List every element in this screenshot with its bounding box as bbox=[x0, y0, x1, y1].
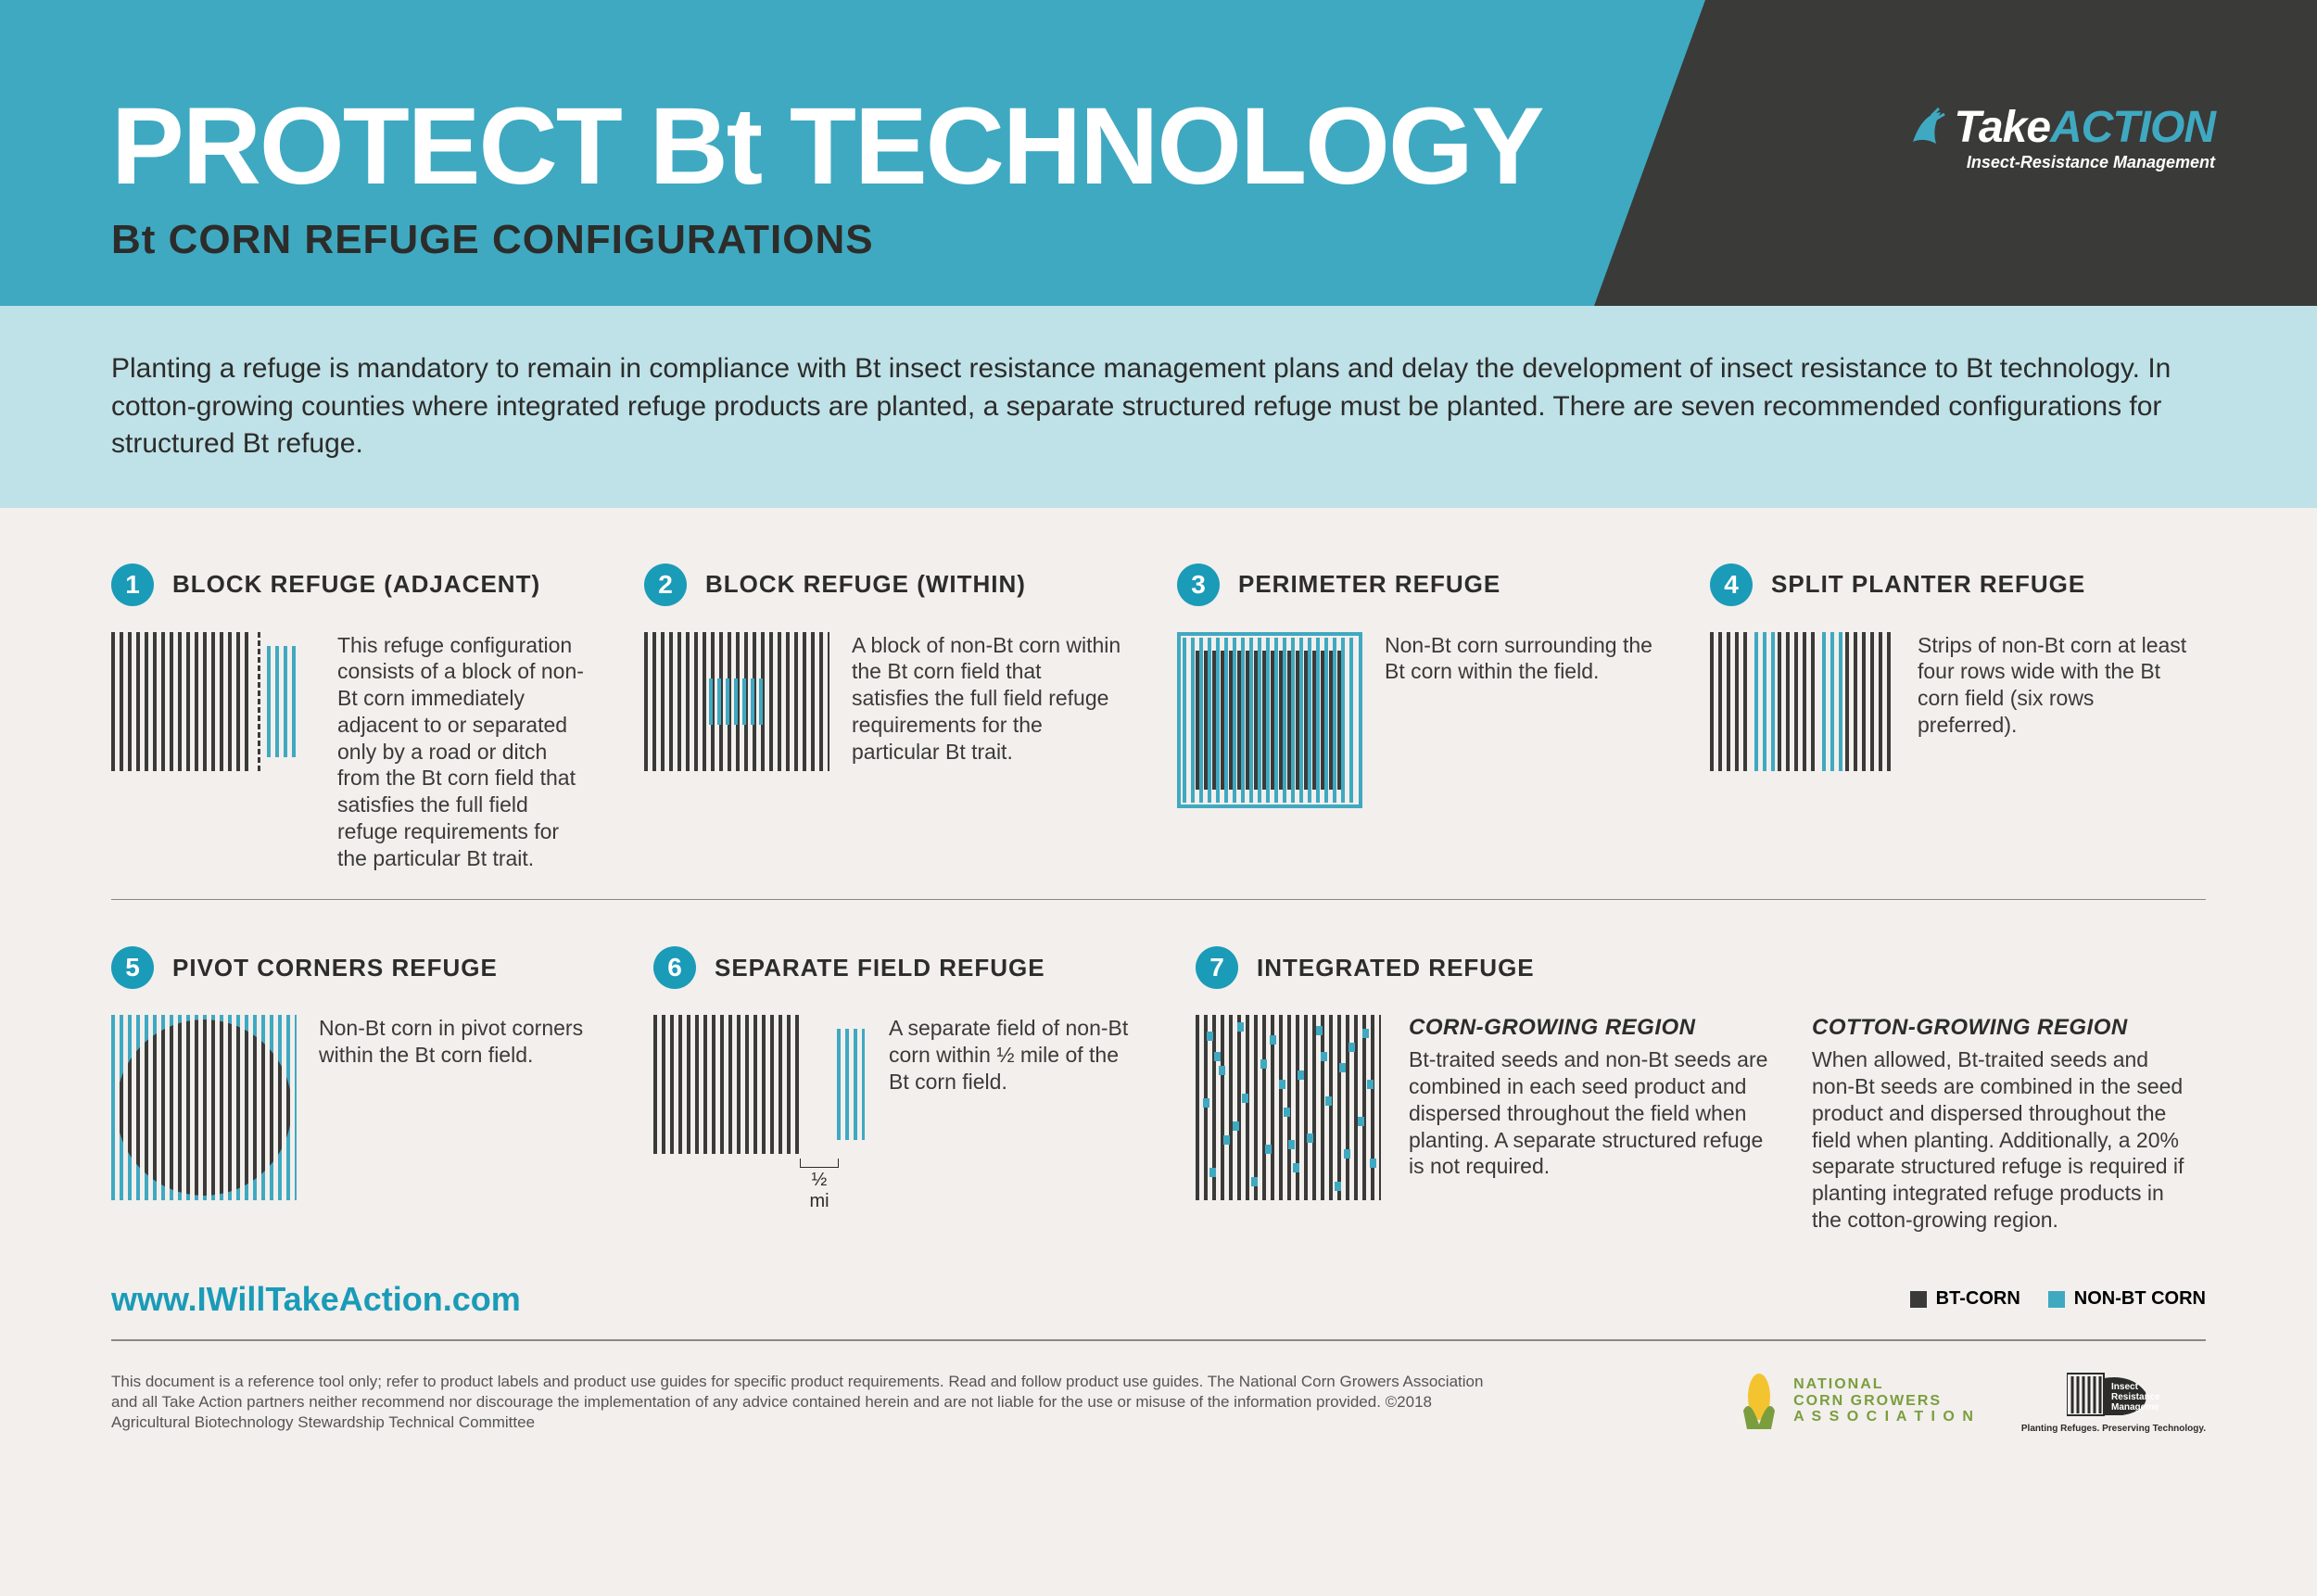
logo-take-text: Take bbox=[1954, 103, 2050, 152]
intro-text: Planting a refuge is mandatory to remain… bbox=[111, 350, 2206, 463]
region-desc-cotton: When allowed, Bt-traited seeds and non-B… bbox=[1812, 1046, 2187, 1233]
half-mile-label: ½ mi bbox=[809, 1170, 829, 1211]
disclaimer-text: This document is a reference tool only; … bbox=[111, 1372, 1501, 1433]
card-title: PERIMETER REFUGE bbox=[1238, 570, 1500, 599]
config-card-1: 1 BLOCK REFUGE (ADJACENT) This refuge co… bbox=[111, 564, 607, 872]
diagram-pivot-corners bbox=[111, 1015, 297, 1200]
ncga-text: NATIONALCORN GROWERSA S S O C I A T I O … bbox=[1793, 1376, 1975, 1425]
logo-subtitle: Insect-Resistance Management bbox=[1904, 153, 2215, 172]
config-card-3: 3 PERIMETER REFUGE Non-Bt corn surroundi… bbox=[1177, 564, 1673, 872]
card-title: INTEGRATED REFUGE bbox=[1257, 954, 1535, 982]
number-badge: 4 bbox=[1710, 564, 1753, 606]
legend-nonbt-corn: NON-BT CORN bbox=[2048, 1288, 2206, 1310]
irm-tagline: Planting Refuges. Preserving Technology. bbox=[2021, 1424, 2206, 1434]
card-title: BLOCK REFUGE (ADJACENT) bbox=[172, 570, 540, 599]
config-card-7: 7 INTEGRATED REFUGE CORN-GROWING REGION … bbox=[1196, 946, 2206, 1233]
region-desc-corn: Bt-traited seeds and non-Bt seeds are co… bbox=[1409, 1046, 1784, 1180]
ncga-logo: NATIONALCORN GROWERSA S S O C I A T I O … bbox=[1736, 1369, 1975, 1434]
card-desc: Strips of non-Bt corn at least four rows… bbox=[1918, 632, 2187, 771]
legend-bt-corn: BT-CORN bbox=[1910, 1288, 2020, 1310]
footer-divider bbox=[111, 1339, 2206, 1341]
svg-text:Resistance: Resistance bbox=[2111, 1392, 2159, 1402]
card-desc: Non-Bt corn surrounding the Bt corn with… bbox=[1385, 632, 1654, 808]
diagram-separate-field: ½ mi bbox=[653, 1015, 867, 1200]
card-title: SEPARATE FIELD REFUGE bbox=[715, 954, 1045, 982]
number-badge: 5 bbox=[111, 946, 154, 989]
irm-logo: Insect Resistance Management Planting Re… bbox=[2021, 1369, 2206, 1434]
card-title: BLOCK REFUGE (WITHIN) bbox=[705, 570, 1026, 599]
card-desc: This refuge configuration consists of a … bbox=[337, 632, 589, 872]
number-badge: 3 bbox=[1177, 564, 1220, 606]
number-badge: 7 bbox=[1196, 946, 1238, 989]
logo-action-text: ACTION bbox=[2050, 103, 2215, 152]
diagram-block-adjacent bbox=[111, 632, 315, 771]
legend: BT-CORN NON-BT CORN bbox=[1910, 1288, 2206, 1310]
config-row-1: 1 BLOCK REFUGE (ADJACENT) This refuge co… bbox=[111, 564, 2206, 872]
number-badge: 2 bbox=[644, 564, 687, 606]
configs-section: 1 BLOCK REFUGE (ADJACENT) This refuge co… bbox=[0, 508, 2317, 1261]
page-subtitle: Bt CORN REFUGE CONFIGURATIONS bbox=[111, 217, 2317, 263]
diagram-block-within bbox=[644, 632, 829, 771]
config-card-4: 4 SPLIT PLANTER REFUGE Strips of non-Bt … bbox=[1710, 564, 2206, 872]
diagram-perimeter bbox=[1177, 632, 1362, 808]
legend-nonbt-label: NON-BT CORN bbox=[2074, 1288, 2206, 1310]
svg-text:Management: Management bbox=[2111, 1402, 2159, 1412]
legend-bt-label: BT-CORN bbox=[1936, 1288, 2020, 1310]
swatch-nonbt bbox=[2048, 1291, 2065, 1308]
config-row-2: 5 PIVOT CORNERS REFUGE bbox=[111, 946, 2206, 1233]
take-action-logo: TakeACTION Insect-Resistance Management bbox=[1904, 102, 2215, 172]
footer-logos: NATIONALCORN GROWERSA S S O C I A T I O … bbox=[1736, 1369, 2206, 1434]
website-url: www.IWillTakeAction.com bbox=[111, 1280, 521, 1319]
config-card-2: 2 BLOCK REFUGE (WITHIN) A block of non-B… bbox=[644, 564, 1140, 872]
irm-icon: Insect Resistance Management bbox=[2067, 1369, 2159, 1420]
region-title-cotton: COTTON-GROWING REGION bbox=[1812, 1015, 2187, 1041]
swatch-bt bbox=[1910, 1291, 1927, 1308]
config-card-5: 5 PIVOT CORNERS REFUGE bbox=[111, 946, 616, 1233]
leaf-icon bbox=[1904, 105, 1950, 151]
region-title-corn: CORN-GROWING REGION bbox=[1409, 1015, 1784, 1041]
card-desc: A separate field of non-Bt corn within ½… bbox=[889, 1015, 1140, 1200]
diagram-integrated bbox=[1196, 1015, 1381, 1200]
number-badge: 6 bbox=[653, 946, 696, 989]
card-title: PIVOT CORNERS REFUGE bbox=[172, 954, 498, 982]
card-desc: A block of non-Bt corn within the Bt cor… bbox=[852, 632, 1121, 771]
row-divider bbox=[111, 899, 2206, 900]
corn-icon bbox=[1736, 1369, 1782, 1434]
intro-bar: Planting a refuge is mandatory to remain… bbox=[0, 306, 2317, 508]
footer: www.IWillTakeAction.com BT-CORN NON-BT C… bbox=[0, 1261, 2317, 1471]
svg-text:Insect: Insect bbox=[2111, 1382, 2139, 1392]
diagram-split-planter bbox=[1710, 632, 1895, 771]
card-desc: Non-Bt corn in pivot corners within the … bbox=[319, 1015, 598, 1200]
card-title: SPLIT PLANTER REFUGE bbox=[1771, 570, 2085, 599]
config-card-6: 6 SEPARATE FIELD REFUGE ½ mi A separate … bbox=[653, 946, 1158, 1233]
header-banner: PROTECT Bt TECHNOLOGY Bt CORN REFUGE CON… bbox=[0, 0, 2317, 306]
number-badge: 1 bbox=[111, 564, 154, 606]
